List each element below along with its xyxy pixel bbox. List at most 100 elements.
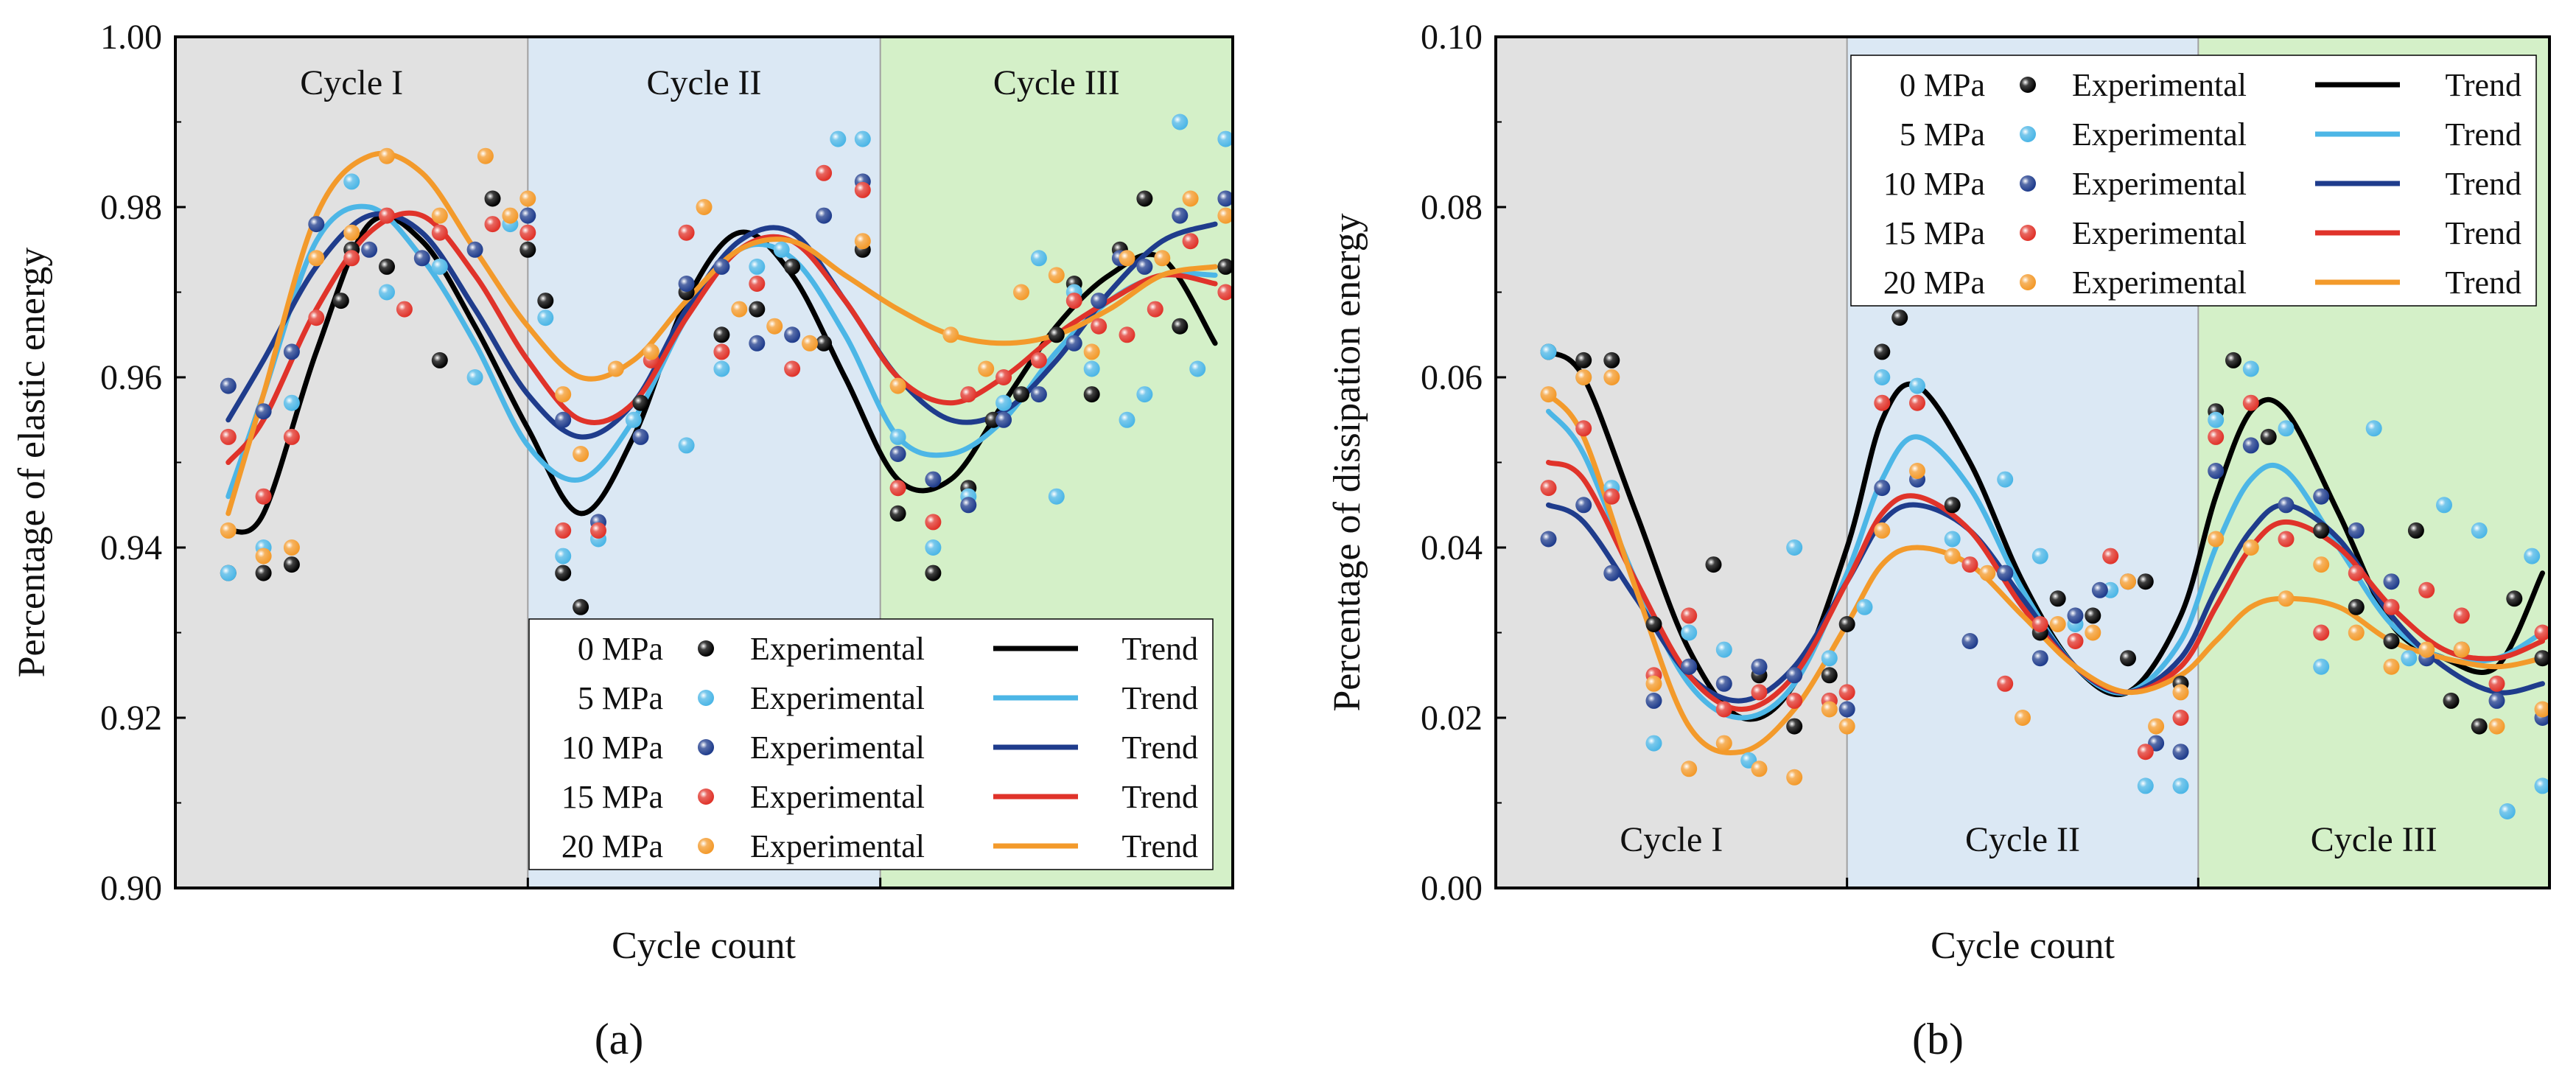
data-point-20mpa (283, 539, 300, 556)
trend-line-15mpa (225, 210, 1218, 465)
data-point-10mpa (1715, 675, 1732, 692)
data-point-15mpa (379, 207, 395, 224)
data-point-15mpa (816, 164, 833, 181)
data-point-0mpa (1874, 343, 1891, 360)
data-point-10mpa (1681, 658, 1698, 675)
data-point-20mpa (555, 386, 572, 403)
panel-label: (b) (1912, 1015, 1964, 1063)
data-point-20mpa (431, 207, 448, 224)
data-point-10mpa (816, 207, 833, 224)
data-point-0mpa (1645, 616, 1662, 632)
data-point-20mpa (2313, 556, 2330, 573)
data-point-5mpa (678, 437, 695, 454)
data-point-15mpa (2488, 675, 2505, 692)
legend-marker (2020, 175, 2036, 192)
legend-series-name: 15 MPa (561, 779, 663, 815)
data-point-0mpa (2506, 590, 2523, 607)
data-point-10mpa (995, 411, 1012, 428)
data-point-15mpa (854, 181, 871, 198)
region-label: Cycle II (647, 63, 762, 102)
x-axis-label: Cycle count (612, 925, 796, 967)
data-point-5mpa (1189, 360, 1206, 377)
data-point-10mpa (632, 428, 649, 445)
data-point-20mpa (1575, 369, 1592, 385)
data-point-20mpa (2015, 710, 2031, 726)
data-point-15mpa (2534, 624, 2549, 641)
data-point-0mpa (1172, 318, 1189, 335)
legend-series-name: 20 MPa (1883, 265, 1985, 301)
data-point-20mpa (2348, 624, 2365, 641)
data-point-20mpa (1645, 675, 1662, 692)
data-point-5mpa (1944, 531, 1961, 548)
data-point-5mpa (2499, 803, 2516, 819)
y-tick-label: 0.94 (100, 528, 162, 567)
data-point-0mpa (1821, 667, 1838, 684)
legend-line-label: Trend (2445, 265, 2521, 301)
data-point-0mpa (332, 293, 349, 310)
data-point-15mpa (220, 428, 237, 445)
legend-series-name: 10 MPa (561, 730, 663, 766)
data-point-20mpa (1909, 463, 1925, 479)
legend-series-name: 5 MPa (1900, 116, 1985, 153)
data-point-5mpa (466, 369, 483, 385)
data-point-10mpa (1961, 633, 1978, 649)
data-point-15mpa (678, 224, 695, 241)
data-point-20mpa (766, 318, 783, 335)
data-point-10mpa (1065, 335, 1082, 352)
data-point-20mpa (255, 548, 272, 564)
data-point-20mpa (1715, 735, 1732, 752)
data-point-10mpa (1217, 190, 1233, 207)
data-point-20mpa (643, 343, 659, 360)
legend-marker (698, 739, 714, 755)
data-point-20mpa (1874, 522, 1891, 539)
data-point-5mpa (1997, 471, 2014, 488)
y-tick-label: 0.04 (1421, 528, 1483, 567)
data-point-15mpa (1997, 675, 2014, 692)
data-point-20mpa (2208, 531, 2225, 548)
data-point-20mpa (1154, 250, 1171, 267)
legend-series-name: 20 MPa (561, 828, 663, 864)
data-point-20mpa (1821, 701, 1838, 718)
data-point-20mpa (2172, 684, 2189, 701)
data-point-15mpa (713, 343, 730, 360)
data-point-5mpa (713, 360, 730, 377)
legend-marker-label: Experimental (750, 779, 925, 815)
y-tick-label: 1.00 (100, 18, 162, 57)
data-point-15mpa (2137, 744, 2154, 760)
data-point-20mpa (2453, 641, 2470, 658)
data-point-0mpa (1575, 352, 1592, 368)
legend-line-label: Trend (1121, 631, 1198, 667)
data-point-5mpa (537, 310, 554, 326)
data-point-0mpa (2407, 522, 2424, 539)
data-point-15mpa (1091, 318, 1107, 335)
data-point-0mpa (573, 598, 589, 615)
data-point-5mpa (2031, 548, 2048, 564)
data-point-0mpa (1048, 326, 1065, 343)
data-point-0mpa (1083, 386, 1100, 403)
data-point-20mpa (854, 233, 871, 250)
data-point-10mpa (1786, 667, 1803, 684)
data-point-15mpa (2418, 581, 2435, 598)
data-point-20mpa (2120, 573, 2136, 590)
y-tick-label: 0.90 (100, 869, 162, 908)
data-point-0mpa (925, 564, 942, 581)
data-point-5mpa (2242, 360, 2259, 377)
data-point-0mpa (1603, 352, 1620, 368)
data-point-20mpa (2242, 539, 2259, 556)
data-point-10mpa (784, 326, 801, 343)
data-point-10mpa (466, 241, 483, 258)
data-point-10mpa (2278, 497, 2295, 514)
data-point-10mpa (2313, 488, 2330, 505)
y-tick-label: 0.10 (1421, 18, 1483, 57)
data-point-15mpa (1217, 284, 1233, 301)
data-point-15mpa (1119, 326, 1135, 343)
data-point-10mpa (749, 335, 766, 352)
data-point-15mpa (2102, 548, 2119, 564)
data-point-5mpa (2436, 497, 2452, 514)
data-point-15mpa (590, 522, 606, 539)
data-point-20mpa (1786, 769, 1803, 786)
data-point-0mpa (889, 505, 906, 522)
data-point-20mpa (696, 199, 713, 215)
data-point-0mpa (283, 556, 300, 573)
data-point-5mpa (2401, 650, 2418, 667)
